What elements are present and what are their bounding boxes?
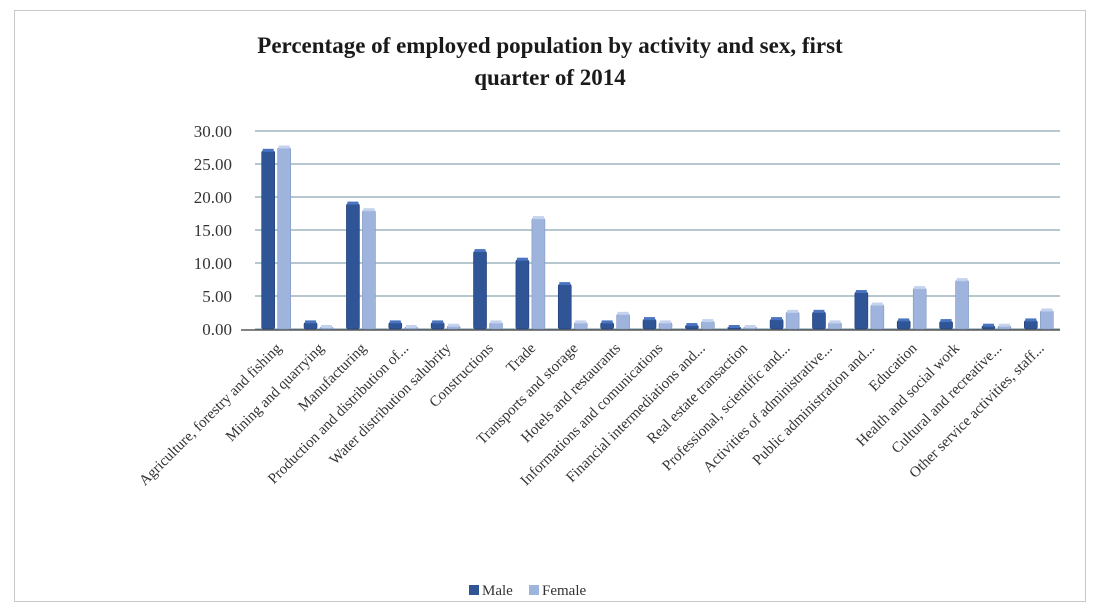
bar-cap-male	[474, 249, 486, 253]
chart-title-line-1: Percentage of employed population by act…	[257, 33, 843, 58]
bar-female	[616, 313, 630, 330]
bar-cap-male	[601, 320, 613, 324]
y-tick-label: 30.00	[194, 122, 232, 141]
bar-cap-female	[363, 208, 375, 212]
bar-male	[346, 203, 360, 330]
bar-male	[812, 311, 826, 330]
legend-label-male: Male	[482, 583, 513, 599]
bar-cap-male	[262, 148, 274, 152]
bar-cap-female	[1041, 308, 1053, 312]
bar-male	[261, 150, 275, 330]
bar-chart: Percentage of employed population by act…	[136, 33, 1060, 599]
bar-cap-female	[914, 286, 926, 290]
bar-male	[896, 320, 911, 330]
bar-female	[1040, 310, 1054, 330]
bar-female	[362, 209, 376, 330]
bar-cap-male	[347, 201, 359, 205]
bar-female	[912, 287, 927, 330]
bar-cap-female	[575, 320, 587, 324]
bar-cap-female	[321, 325, 333, 328]
legend-swatch-male	[469, 585, 479, 595]
bar-male	[854, 291, 869, 330]
bar-cap-female	[490, 320, 502, 324]
bar-cap-male	[728, 325, 740, 328]
bar-male	[515, 259, 530, 330]
bar-cap-male	[898, 318, 910, 322]
bar-cap-male	[940, 319, 952, 323]
bar-cap-female	[998, 323, 1010, 327]
bar-female	[955, 279, 969, 330]
legend-swatch-female	[529, 585, 539, 595]
chart-title-line-2: quarter of 2014	[474, 65, 626, 90]
chart-frame: Percentage of employed population by act…	[14, 10, 1086, 602]
bar-cap-female	[871, 302, 883, 306]
bar-cap-male	[644, 317, 655, 321]
bar-cap-male	[771, 317, 783, 321]
bar-male	[1024, 320, 1038, 330]
x-axis-category-labels: Agriculture, forestry and fishingMining …	[136, 340, 1047, 489]
bar-male	[769, 318, 784, 330]
bar-cap-female	[956, 278, 968, 282]
bar-cap-male	[982, 323, 994, 327]
y-tick-label: 15.00	[194, 221, 232, 240]
chart-title: Percentage of employed population by act…	[257, 33, 843, 90]
bar-female	[701, 320, 715, 330]
y-tick-label: 0.00	[202, 320, 232, 339]
bar-female	[870, 304, 885, 330]
bar-male	[473, 250, 487, 330]
bar-cap-female	[787, 309, 799, 313]
bar-cap-female	[829, 320, 841, 324]
bar-cap-male	[305, 320, 317, 324]
bar-cap-male	[516, 257, 528, 261]
bar-male	[939, 320, 953, 330]
y-tick-label: 10.00	[194, 254, 232, 273]
bar-female	[277, 147, 291, 330]
bar-cap-female	[405, 325, 417, 328]
bar-female	[531, 217, 546, 330]
y-axis-tick-labels: 30.00 25.00 20.00 15.00 10.00 5.00 0.00	[194, 122, 232, 339]
bar-cap-female	[448, 323, 460, 327]
bar-cap-female	[278, 145, 290, 149]
bar-male	[642, 318, 657, 330]
bar-cap-female	[617, 311, 629, 315]
x-category-label: Trade	[504, 340, 540, 376]
y-tick-label: 20.00	[194, 188, 232, 207]
bar-male	[557, 283, 572, 330]
bar-cap-female	[660, 320, 671, 324]
legend-label-female: Female	[542, 583, 586, 599]
bar-cap-male	[389, 320, 401, 324]
bar-cap-female	[744, 325, 756, 328]
bar-cap-male	[686, 323, 698, 327]
bar-female	[785, 311, 800, 330]
gridlines	[241, 130, 1060, 331]
bar-cap-male	[855, 290, 867, 294]
legend: Male Female	[469, 583, 586, 599]
bars	[261, 145, 1054, 330]
bar-cap-male	[813, 309, 825, 313]
y-tick-label: 25.00	[194, 155, 232, 174]
bar-cap-male	[432, 320, 444, 324]
bar-cap-female	[702, 319, 714, 323]
bar-cap-female	[532, 216, 544, 220]
bar-cap-male	[559, 282, 571, 286]
bar-cap-male	[1025, 318, 1037, 322]
y-tick-label: 5.00	[202, 287, 232, 306]
